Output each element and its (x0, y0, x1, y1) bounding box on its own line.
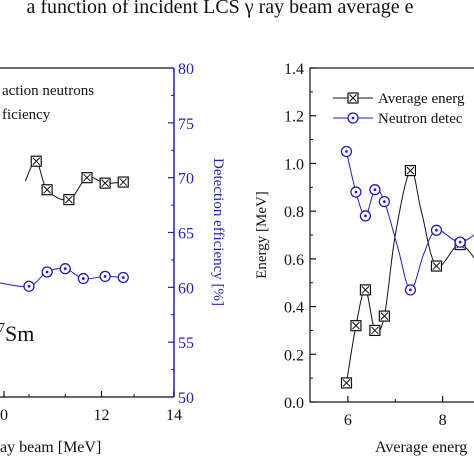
right-panel: 0.00.20.40.60.81.01.21.46 8 Energy [MeV] … (254, 61, 474, 456)
right-blue-point (430, 224, 443, 236)
right-y-tick-label: 0.6 (284, 252, 304, 269)
right-axis-ticks: 0.0 0.2 0.4 0.6 0.8 1.0 1.2 1.4 6 8 (284, 61, 447, 429)
left-black-point (117, 176, 129, 188)
right-y-tick-label: 0.4 (284, 300, 304, 317)
left-y2-axis-label: Detection efficiency [%] (210, 158, 226, 306)
left-y2-tick-label: 55 (178, 335, 194, 352)
right-y-tick-label: 0.0 (284, 395, 304, 412)
right-blue-series (340, 145, 466, 296)
left-blue-point (99, 270, 111, 283)
left-y2-tick-label: 50 (178, 390, 194, 407)
right-blue-point (359, 210, 372, 222)
right-black-point (430, 260, 443, 272)
right-black-point (404, 164, 417, 177)
left-y2-tick-label: 60 (178, 280, 194, 297)
left-y2-tick-label: 65 (178, 226, 194, 243)
left-legend-entry-2: ficiency (2, 107, 51, 123)
figure-title-fragment: a function of incident LCS γ ray beam av… (26, 0, 413, 18)
left-blue-point (117, 271, 129, 284)
left-annotation-symbol: Sm (5, 321, 34, 346)
left-black-point (81, 172, 93, 184)
left-y2-tick-label: 80 (178, 61, 194, 78)
left-blue-series (23, 263, 129, 292)
left-panel: 50 55 60 65 70 75 80 0 12 14 action neutrons fici… (0, 61, 226, 456)
right-blue-point (378, 195, 391, 208)
right-blue-point (404, 284, 417, 296)
left-axis-ticks: 50 55 60 65 70 75 80 0 12 14 (0, 61, 194, 424)
left-blue-point (59, 263, 71, 275)
right-blue-point (340, 145, 353, 158)
right-y-tick-label: 1.4 (284, 61, 304, 78)
right-blue-point (350, 186, 362, 198)
left-blue-point (77, 272, 90, 285)
left-black-point (41, 184, 53, 196)
legend-label-average-energy: Average energ (378, 91, 465, 107)
left-x-tick-label: 12 (94, 407, 110, 424)
left-black-point (99, 177, 111, 189)
left-x-tick-label: 0 (0, 407, 8, 424)
right-black-series (340, 164, 466, 389)
right-black-point (369, 324, 381, 337)
right-y-tick-label: 0.2 (284, 347, 304, 364)
right-y-tick-label: 1.0 (284, 156, 304, 173)
right-legend: Average energ Neutron detec (333, 91, 465, 127)
right-x-tick-label: 8 (439, 412, 447, 429)
left-blue-point (23, 280, 35, 292)
right-y-axis-label: Energy [MeV] (254, 191, 270, 279)
right-black-point (378, 310, 390, 322)
left-blue-point (41, 266, 53, 278)
right-x-axis-label: Average energ (375, 439, 467, 456)
left-y2-tick-label: 70 (178, 171, 194, 188)
right-black-series-line (345, 170, 474, 383)
legend-marker-circle-dot (347, 112, 359, 124)
left-black-series (30, 155, 129, 206)
left-legend-entry-1: action neutrons (2, 83, 94, 99)
left-annotation: 7Sm (0, 321, 34, 346)
right-blue-point (454, 236, 466, 248)
right-x-tick-label: 6 (344, 412, 352, 429)
right-blue-point (369, 184, 381, 196)
right-y-tick-label: 0.8 (284, 204, 304, 221)
right-black-point (359, 284, 372, 296)
right-black-point (340, 377, 353, 389)
right-y-tick-label: 1.2 (284, 109, 304, 126)
legend-marker-square-x (347, 92, 359, 104)
left-annotation-superscript: 7 (0, 321, 5, 336)
left-y2-tick-label: 75 (178, 116, 194, 133)
left-black-point (63, 194, 75, 206)
right-black-point (350, 320, 362, 332)
left-x-tick-label: 14 (166, 407, 182, 424)
left-x-axis-label: ay beam [MeV] (0, 439, 101, 456)
left-black-point (30, 155, 42, 167)
legend-label-neutron-detection: Neutron detec (378, 111, 463, 127)
